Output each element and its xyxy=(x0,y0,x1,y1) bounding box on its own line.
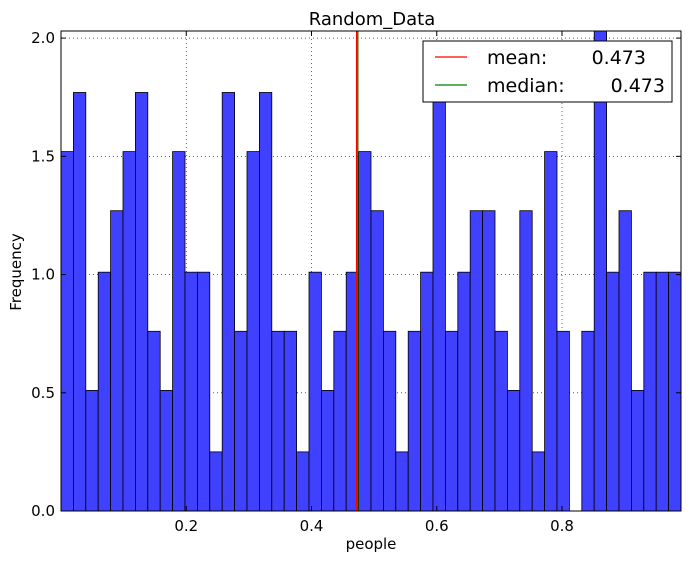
histogram-bar xyxy=(544,151,558,512)
x-tick-label: 0.4 xyxy=(300,517,324,535)
y-tick-label: 0.5 xyxy=(31,384,55,402)
histogram-bar xyxy=(631,390,645,512)
histogram-bar xyxy=(283,330,298,512)
x-tick-label: 0.2 xyxy=(174,517,198,535)
legend-median-value: 0.473 xyxy=(611,75,665,97)
histogram-bar xyxy=(593,30,608,512)
legend-median-label: median: xyxy=(487,75,565,97)
histogram-bar xyxy=(469,210,484,512)
legend-mean-label: mean: xyxy=(487,47,547,69)
x-tick-label: 0.8 xyxy=(550,517,574,535)
histogram-bar xyxy=(420,271,434,512)
histogram-bar xyxy=(308,271,322,512)
histogram-bar xyxy=(432,92,446,512)
histogram-bar xyxy=(184,271,198,512)
y-tick-label: 2.0 xyxy=(31,29,55,47)
histogram-bar xyxy=(606,271,620,512)
histogram-bar xyxy=(556,330,570,512)
histogram-bar xyxy=(519,210,533,512)
histogram-bar xyxy=(531,451,546,512)
plot-frame xyxy=(60,30,682,512)
histogram-bar xyxy=(122,151,136,512)
y-tick-label: 1.0 xyxy=(31,266,55,284)
histogram-bar xyxy=(73,92,87,512)
chart-title: Random_Data xyxy=(309,9,436,30)
histogram-bar xyxy=(506,390,521,512)
histogram-bar xyxy=(482,210,496,512)
y-axis-label: Frequency xyxy=(7,233,25,311)
histogram-bar xyxy=(134,92,149,512)
histogram-bar xyxy=(110,210,124,512)
histogram-bar xyxy=(618,210,632,512)
histogram-bar xyxy=(246,151,260,512)
histogram-bar xyxy=(85,390,99,512)
histogram-bar xyxy=(382,330,397,512)
histogram-bar xyxy=(221,92,235,512)
histogram-bar xyxy=(668,271,682,512)
x-tick-label: 0.6 xyxy=(425,517,449,535)
histogram-bar xyxy=(296,451,310,512)
histogram-bar xyxy=(209,451,223,512)
histogram-bar xyxy=(60,151,74,512)
histogram-bar xyxy=(655,271,670,512)
histogram-bar xyxy=(494,330,508,512)
y-tick-label: 0.0 xyxy=(31,502,55,520)
histogram-bar xyxy=(320,390,335,512)
histogram-bar xyxy=(370,210,384,512)
x-axis-label: people xyxy=(346,535,397,553)
plot-area: 0.2 0.4 0.6 0.8 0.0 0.5 1.0 1.5 2.0 xyxy=(31,29,682,535)
histogram-bar xyxy=(457,271,471,512)
histogram-bar xyxy=(159,390,173,512)
histogram-bar xyxy=(234,330,248,512)
legend: mean: 0.473 median: 0.473 xyxy=(422,40,673,103)
histogram-bar xyxy=(258,92,273,512)
histogram-bar xyxy=(358,151,372,512)
histogram-bar xyxy=(444,330,459,512)
histogram-bar xyxy=(196,271,211,512)
histogram-bar xyxy=(147,330,161,512)
y-tick-label: 1.5 xyxy=(31,147,55,165)
histogram-bar xyxy=(407,330,422,512)
legend-box xyxy=(422,40,673,103)
histogram-bar xyxy=(333,330,347,512)
histogram-bar xyxy=(581,330,595,512)
histogram-bar xyxy=(271,330,285,512)
histogram-bar xyxy=(97,271,111,512)
histogram-bar xyxy=(643,271,657,512)
histogram-bar xyxy=(172,151,186,512)
histogram-bar xyxy=(395,451,409,512)
legend-mean-value: 0.473 xyxy=(592,47,646,69)
